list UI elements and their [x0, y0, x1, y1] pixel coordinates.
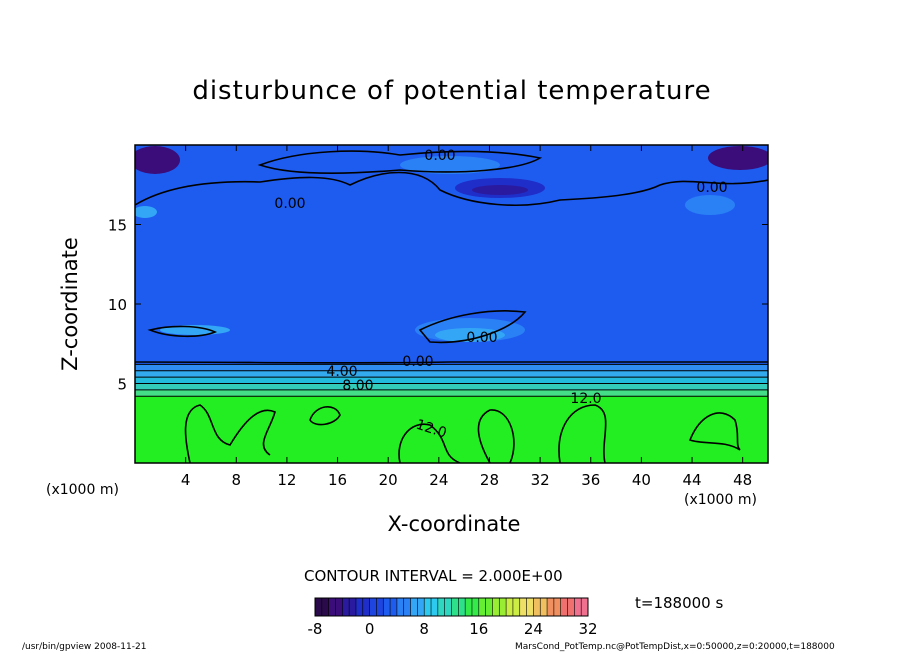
z-unit-label: (x1000 m)	[46, 482, 119, 498]
x-tick-label: 32	[531, 471, 550, 489]
colorbar-tick-label: 16	[469, 620, 488, 638]
cool-blob	[135, 146, 180, 174]
colorbar-tick-label: 24	[524, 620, 543, 638]
heatmap-features	[135, 146, 768, 342]
x-tick-label: 24	[429, 471, 448, 489]
contour-line	[418, 310, 527, 344]
contour-line	[309, 406, 341, 426]
x-axis-label: X-coordinate	[387, 512, 521, 536]
footer-right: MarsCond_PotTemp.nc@PotTempDist,x=0:5000…	[515, 642, 835, 652]
contour-label: 0.00	[466, 330, 497, 346]
x-tick-label: 8	[232, 471, 242, 489]
warm-blob	[400, 156, 500, 174]
chart-title: disturbunce of potential temperature	[192, 76, 712, 106]
x-tick-label: 12	[277, 471, 296, 489]
heatmap-layer	[135, 364, 768, 371]
contour-line	[147, 325, 218, 338]
x-axis: 4 8 12 16 20 24 28 32 36 40 44 48	[181, 145, 752, 489]
colorbar-tick-label: 32	[578, 620, 597, 638]
colorbar-frame	[314, 597, 589, 617]
contour-lines	[135, 150, 768, 463]
heatmap-layer	[135, 370, 768, 378]
contour-line	[135, 361, 768, 364]
z-axis: 5 10 15	[108, 217, 768, 394]
heatmap-layer	[135, 383, 768, 390]
cool-blob	[708, 146, 768, 170]
contour-label: 0.00	[402, 354, 433, 370]
contour-label: 4.00	[326, 364, 357, 380]
colorbar: -8 0 8 16 24 32	[308, 597, 598, 638]
footer-left: /usr/bin/gpview 2008-11-21	[22, 642, 147, 652]
contour-line	[184, 404, 276, 463]
x-tick-label: 40	[632, 471, 651, 489]
contour-line	[688, 412, 741, 451]
contour-line	[257, 150, 543, 175]
x-unit-label: (x1000 m)	[684, 492, 757, 508]
z-tick-label: 15	[108, 217, 127, 235]
contour-line	[558, 404, 607, 463]
contour-interval-label: CONTOUR INTERVAL = 2.000E+00	[304, 567, 563, 585]
warm-blob	[135, 206, 157, 218]
plot-area	[135, 145, 768, 463]
z-tick-label: 10	[108, 296, 127, 314]
contour-label: 0.00	[424, 148, 455, 164]
colorbar-tick-label: 0	[365, 620, 375, 638]
contour-line	[135, 171, 768, 206]
band-lines	[135, 363, 768, 397]
x-tick-label: 44	[682, 471, 701, 489]
colorbar-tick-label: 8	[419, 620, 429, 638]
heatmap-layers	[135, 145, 768, 463]
contour-line	[398, 423, 461, 463]
contour-label: 12.0	[570, 391, 601, 407]
cool-blob	[472, 185, 528, 195]
contour-label: 8.00	[342, 378, 373, 394]
x-tick-label: 48	[733, 471, 752, 489]
heatmap-layer	[135, 389, 768, 397]
contour-line	[477, 409, 515, 463]
x-tick-label: 20	[379, 471, 398, 489]
x-tick-label: 28	[480, 471, 499, 489]
contour-label: 0.00	[274, 196, 305, 212]
contour-label: 0.00	[696, 180, 727, 196]
heatmap-layer	[135, 396, 768, 463]
warm-blob	[435, 328, 505, 342]
time-label: t=188000 s	[635, 594, 724, 612]
heatmap-layer	[135, 377, 768, 384]
warm-blob	[685, 195, 735, 215]
x-tick-label: 16	[328, 471, 347, 489]
colorbar-tick-label: -8	[308, 620, 323, 638]
z-tick-label: 5	[117, 376, 127, 394]
x-tick-label: 4	[181, 471, 191, 489]
x-tick-label: 36	[581, 471, 600, 489]
z-axis-label: Z-coordinate	[58, 237, 82, 371]
